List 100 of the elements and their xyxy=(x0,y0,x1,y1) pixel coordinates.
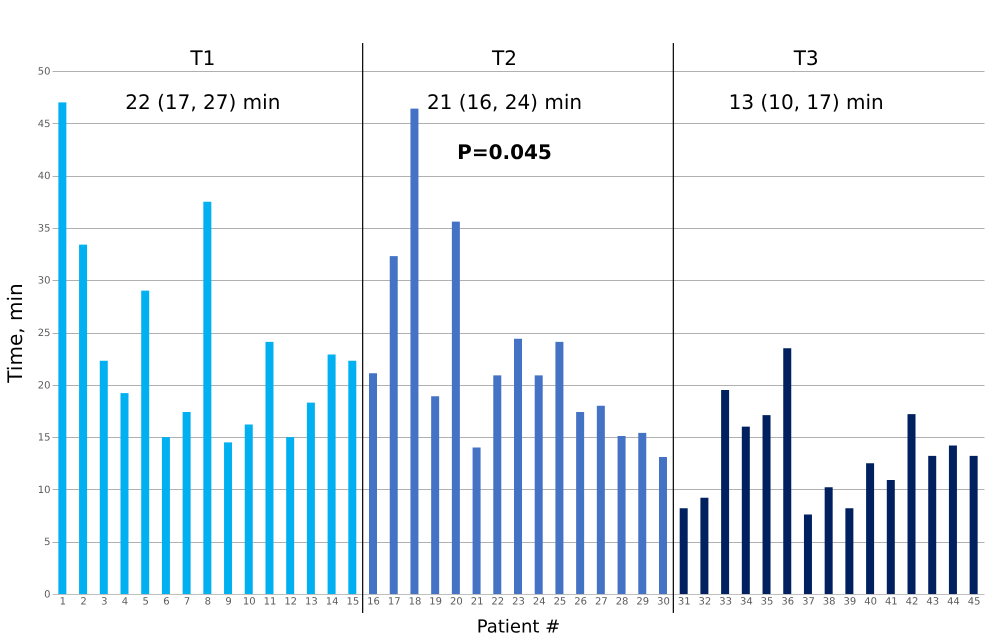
x-tick-label: 6 xyxy=(163,596,170,608)
x-tick-label: 2 xyxy=(80,596,87,608)
bar xyxy=(658,456,667,594)
y-tick-label: 50 xyxy=(38,66,50,78)
bar xyxy=(452,222,460,594)
y-tick-label: 30 xyxy=(38,276,50,287)
x-tick-label: 16 xyxy=(367,596,380,608)
bar xyxy=(886,480,895,594)
bar xyxy=(286,437,294,594)
bar xyxy=(970,456,978,594)
bar xyxy=(79,244,88,594)
bar xyxy=(555,342,564,594)
x-tick-label: 24 xyxy=(532,596,546,608)
bar xyxy=(948,445,957,594)
x-tick-label: 28 xyxy=(616,596,628,608)
bar xyxy=(514,338,522,594)
y-tick-label: 20 xyxy=(38,380,50,392)
x-tick-label: 32 xyxy=(698,596,712,608)
bar xyxy=(203,202,212,594)
x-tick-label: 21 xyxy=(470,596,484,608)
bar xyxy=(328,354,336,594)
x-tick-label: 3 xyxy=(101,596,108,608)
x-tick-label: 7 xyxy=(184,596,190,608)
x-tick-label: 38 xyxy=(822,596,836,608)
x-tick-label: 29 xyxy=(636,596,650,608)
bar xyxy=(410,108,418,594)
x-tick-label: 9 xyxy=(225,596,232,608)
x-tick-label: 25 xyxy=(554,596,566,608)
annotation: P=0.045 xyxy=(457,140,552,164)
bar xyxy=(493,375,502,594)
bar xyxy=(348,360,356,594)
x-tick-label: 11 xyxy=(264,596,276,608)
bar xyxy=(783,348,792,594)
bar xyxy=(700,498,708,594)
bar xyxy=(762,415,771,594)
bar xyxy=(804,514,812,594)
x-tick-label: 27 xyxy=(594,596,608,608)
x-tick-label: 18 xyxy=(408,596,422,608)
annotation: 13 (10, 17) min xyxy=(728,90,884,114)
y-tick-label: 40 xyxy=(38,171,50,182)
x-tick-label: 40 xyxy=(864,596,877,608)
bar xyxy=(680,508,688,594)
bar xyxy=(306,402,315,594)
y-tick-label: 25 xyxy=(38,328,50,339)
y-tick-label: 10 xyxy=(38,484,50,496)
x-tick-label: 42 xyxy=(906,596,918,608)
x-tick-label: 45 xyxy=(968,596,981,608)
x-tick-label: 5 xyxy=(142,596,149,608)
x-tick-label: 30 xyxy=(657,596,670,608)
x-tick-label: 23 xyxy=(512,596,525,608)
bar xyxy=(742,426,750,594)
x-tick-label: 39 xyxy=(844,596,856,608)
bar xyxy=(390,256,398,594)
y-tick-label: 35 xyxy=(38,223,50,234)
bar xyxy=(265,342,274,594)
x-tick-label: 13 xyxy=(305,596,318,608)
x-tick-label: 19 xyxy=(429,596,442,608)
bar xyxy=(431,396,440,594)
x-tick-label: 12 xyxy=(284,596,298,608)
x-tick-label: 44 xyxy=(947,596,960,608)
bar xyxy=(866,463,874,594)
bar xyxy=(534,375,543,594)
x-tick-label: 22 xyxy=(491,596,504,608)
x-tick-label: 10 xyxy=(242,596,256,608)
bar xyxy=(58,102,66,594)
x-tick-label: 35 xyxy=(760,596,774,608)
bar xyxy=(618,436,626,594)
x-tick-label: 31 xyxy=(678,596,691,608)
x-tick-label: 34 xyxy=(740,596,753,608)
bar xyxy=(224,442,232,594)
text: T1 xyxy=(189,46,216,70)
bar xyxy=(472,448,481,594)
y-axis-title: Time, min xyxy=(2,283,27,384)
x-tick-label: 26 xyxy=(574,596,587,608)
bar xyxy=(638,432,646,594)
x-tick-label: 41 xyxy=(884,596,898,608)
x-tick-label: 17 xyxy=(388,596,401,608)
bar xyxy=(141,290,150,594)
bar xyxy=(244,424,253,594)
bar xyxy=(721,390,730,594)
x-tick-label: 15 xyxy=(346,596,360,608)
x-tick-label: 1 xyxy=(60,596,66,608)
x-axis-title: Patient # xyxy=(476,616,560,638)
y-tick-label: 5 xyxy=(44,537,50,548)
y-tick-label: 0 xyxy=(44,590,50,600)
text: T3 xyxy=(792,46,819,70)
bar xyxy=(120,393,128,594)
bar xyxy=(100,360,108,594)
x-tick-label: 20 xyxy=(450,596,463,608)
x-tick-label: 33 xyxy=(719,596,732,608)
y-tick-label: 15 xyxy=(38,432,50,444)
bar xyxy=(928,456,936,594)
x-tick-label: 43 xyxy=(926,596,940,608)
y-tick-label: 45 xyxy=(38,118,50,130)
text: T2 xyxy=(491,46,517,70)
bar xyxy=(845,508,854,594)
annotation: 21 (16, 24) min xyxy=(426,90,582,114)
annotation: 22 (17, 27) min xyxy=(125,90,280,114)
x-tick-label: 4 xyxy=(122,596,128,608)
bar xyxy=(596,406,605,594)
